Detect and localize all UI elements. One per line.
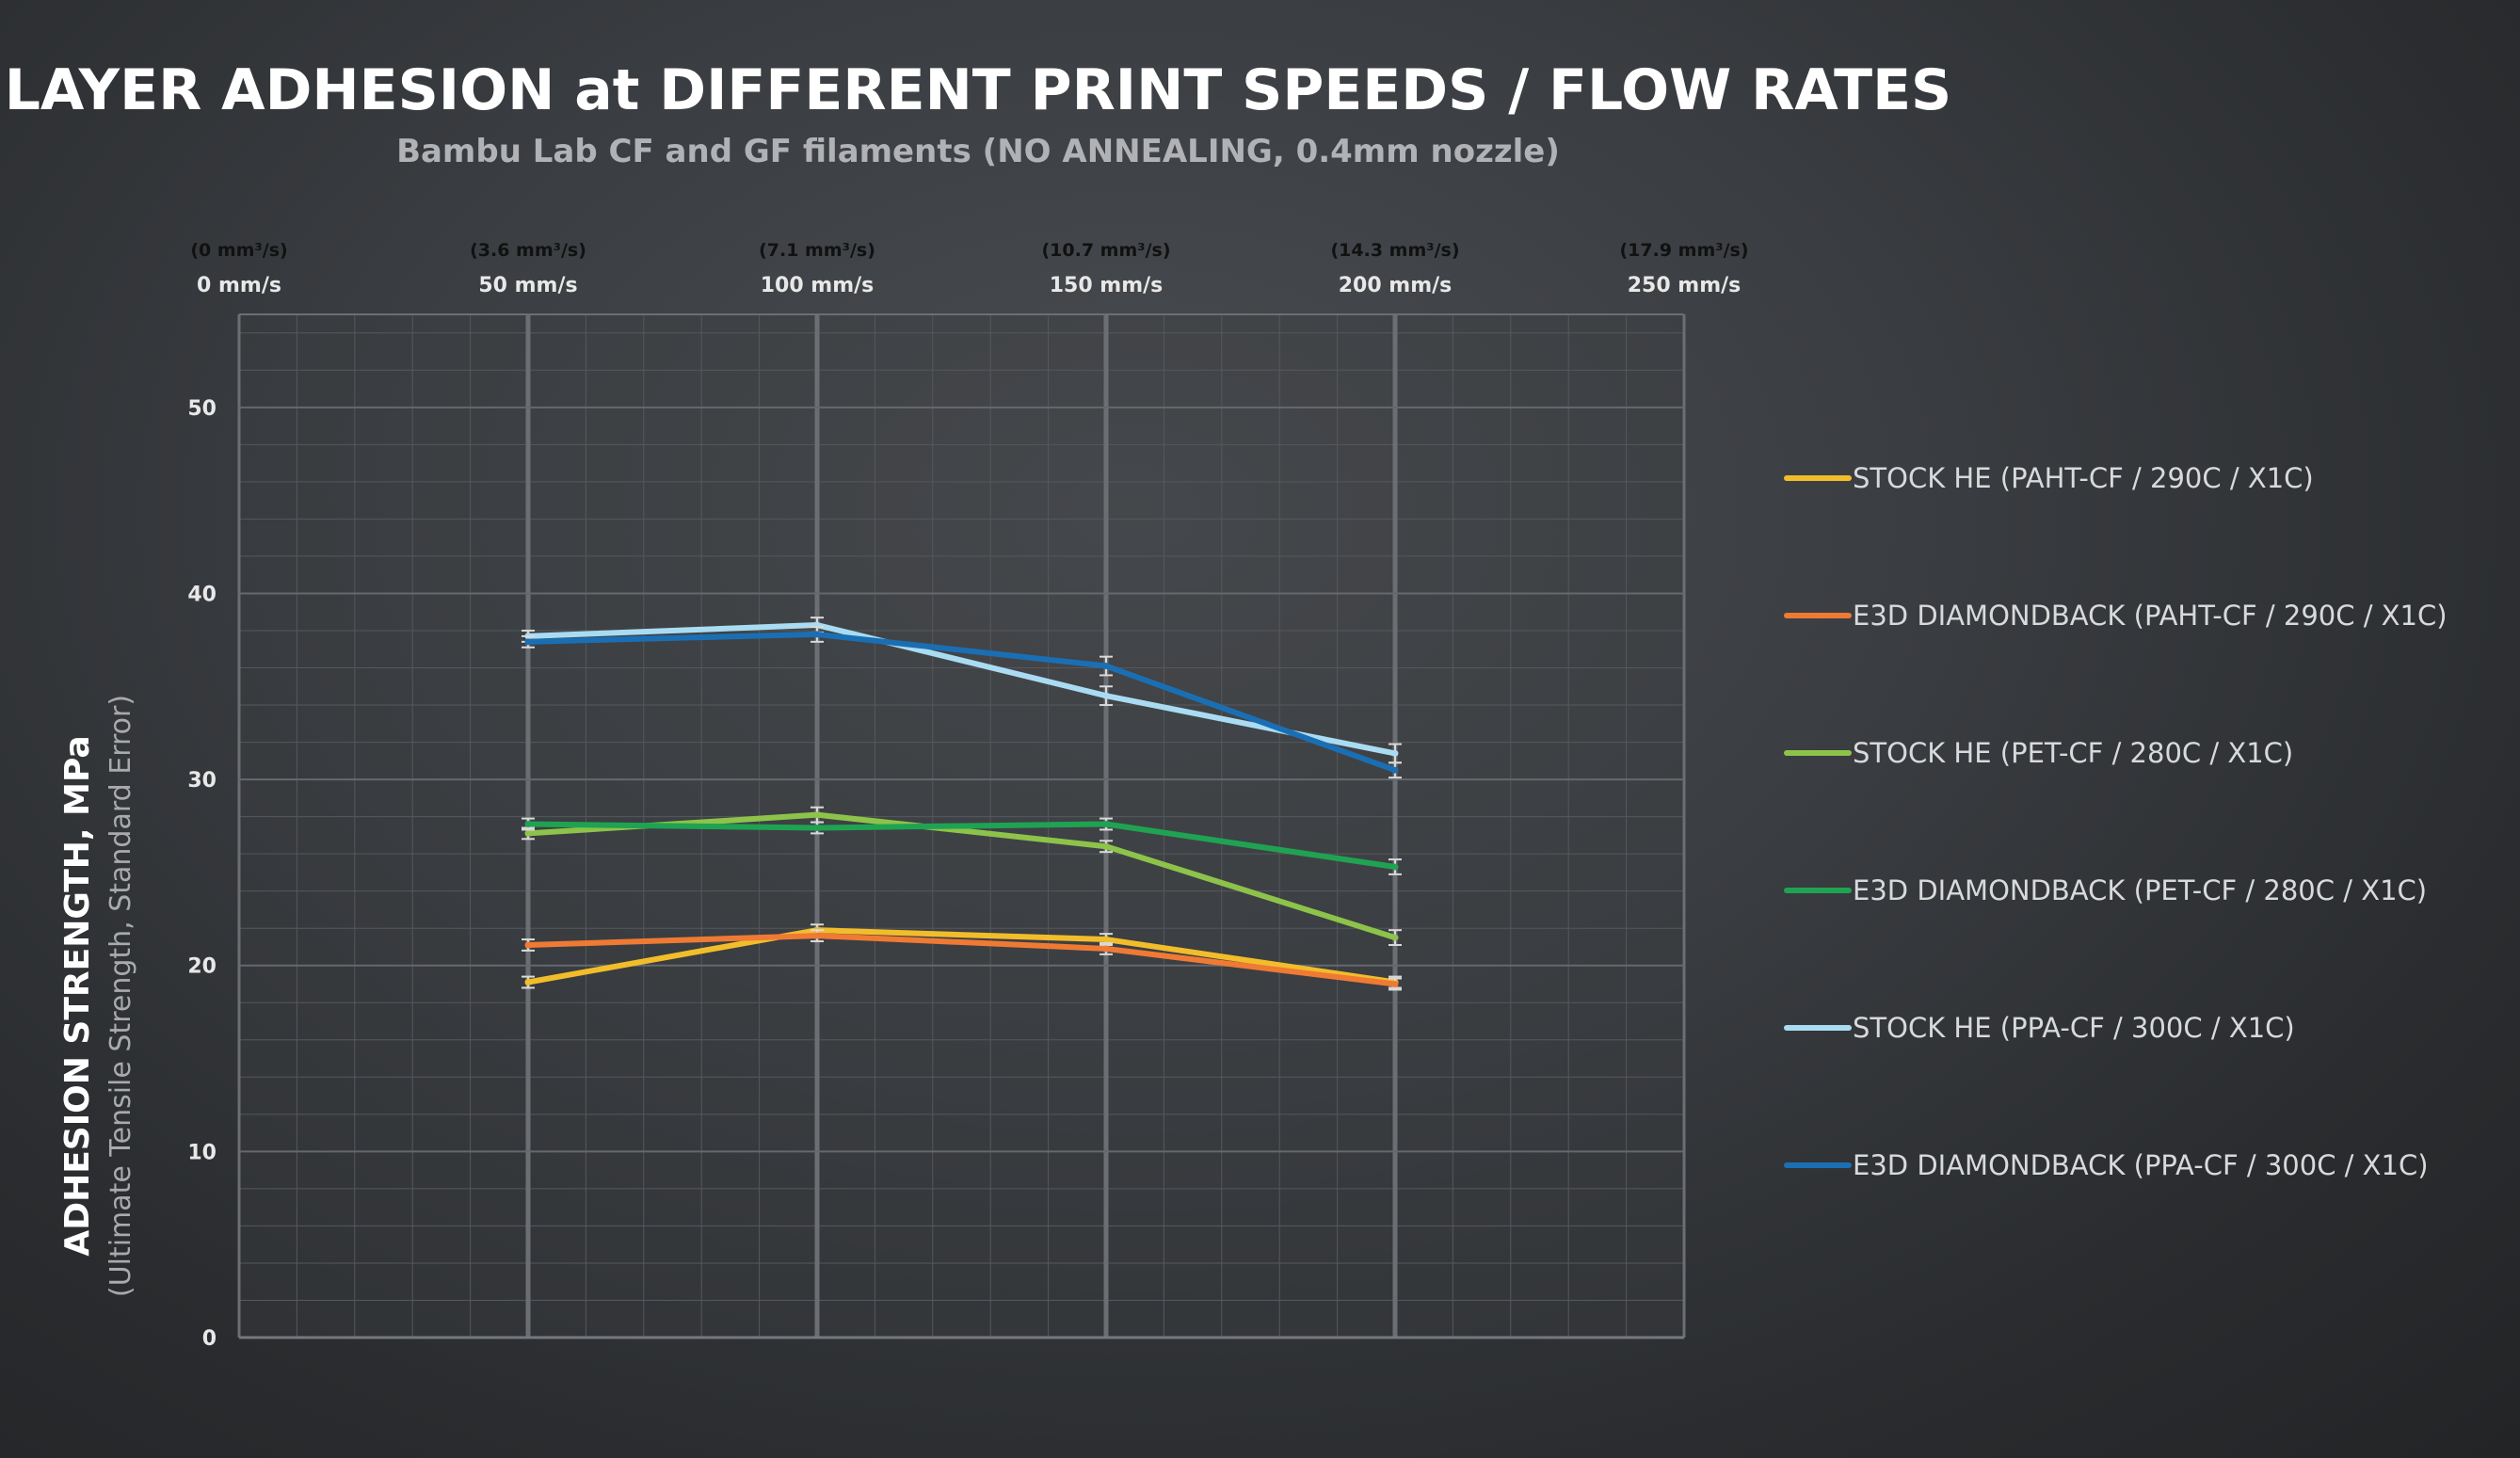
y-tick-label: 50 xyxy=(187,397,217,421)
flow-rate-label: (7.1 mm³/s) xyxy=(759,240,875,261)
legend-item: E3D DIAMONDBACK (PAHT-CF / 290C / X1C) xyxy=(1784,600,2448,632)
series-line xyxy=(525,927,1398,985)
x-tick-label: 50 mm/s xyxy=(478,274,577,297)
series-4 xyxy=(522,817,1402,875)
x-tick-label: 100 mm/s xyxy=(761,274,875,297)
x-tick-label: 150 mm/s xyxy=(1050,274,1164,297)
legend-item: STOCK HE (PAHT-CF / 290C / X1C) xyxy=(1784,462,2314,494)
series-2 xyxy=(522,929,1402,991)
data-point xyxy=(813,824,821,831)
y-axis-subtitle: (Ultimate Tensile Strength, Standard Err… xyxy=(104,695,137,1297)
data-point xyxy=(1102,663,1110,670)
series-line xyxy=(525,631,1398,774)
series-line xyxy=(525,622,1398,757)
legend-item: STOCK HE (PET-CF / 280C / X1C) xyxy=(1784,737,2293,769)
data-point xyxy=(1391,749,1399,757)
y-axis-title: ADHESION STRENGTH, MPa xyxy=(58,735,97,1256)
data-point xyxy=(524,941,532,949)
data-point xyxy=(524,821,532,828)
chart-subtitle: Bambu Lab CF and GF filaments (NO ANNEAL… xyxy=(396,133,1560,170)
y-axis-ticks: 0 10 20 30 40 50 xyxy=(187,397,217,1351)
y-tick-label: 40 xyxy=(187,583,217,606)
y-axis-label: ADHESION STRENGTH, MPa xyxy=(58,735,97,1256)
y-tick-label: 20 xyxy=(187,955,217,979)
data-point xyxy=(1102,945,1110,953)
legend-label: STOCK HE (PPA-CF / 300C / X1C) xyxy=(1853,1012,2295,1044)
series-line xyxy=(525,933,1398,987)
y-tick-label: 0 xyxy=(202,1327,217,1351)
x-tick-label: 0 mm/s xyxy=(197,274,281,297)
legend-item: STOCK HE (PPA-CF / 300C / X1C) xyxy=(1784,1012,2295,1044)
data-point xyxy=(1102,936,1110,943)
y-tick-label: 10 xyxy=(187,1141,217,1164)
flow-rate-label: (0 mm³/s) xyxy=(190,240,287,261)
data-point xyxy=(1391,863,1399,871)
legend-item: E3D DIAMONDBACK (PET-CF / 280C / X1C) xyxy=(1784,874,2427,906)
data-point xyxy=(813,932,821,939)
data-point xyxy=(1102,821,1110,828)
flow-rate-label: (14.3 mm³/s) xyxy=(1330,240,1459,261)
series-layer xyxy=(522,617,1402,991)
y-axis-sublabel: (Ultimate Tensile Strength, Standard Err… xyxy=(104,695,137,1297)
x-tick-label: 250 mm/s xyxy=(1628,274,1742,297)
series-1 xyxy=(522,923,1402,989)
legend-label: E3D DIAMONDBACK (PAHT-CF / 290C / X1C) xyxy=(1853,600,2448,632)
legend-label: STOCK HE (PET-CF / 280C / X1C) xyxy=(1853,737,2293,769)
data-point xyxy=(1391,766,1399,774)
series-5 xyxy=(522,617,1402,764)
data-point xyxy=(1102,692,1110,699)
chart-title: LAYER ADHESION at DIFFERENT PRINT SPEEDS… xyxy=(5,57,1952,123)
data-point xyxy=(813,631,821,638)
y-tick-label: 30 xyxy=(187,769,217,793)
series-6 xyxy=(522,626,1402,779)
x-tick-label: 200 mm/s xyxy=(1339,274,1453,297)
data-point xyxy=(1102,842,1110,850)
data-point xyxy=(1391,934,1399,941)
flow-rate-label: (10.7 mm³/s) xyxy=(1041,240,1170,261)
data-point xyxy=(1391,980,1399,987)
flow-rate-label: (17.9 mm³/s) xyxy=(1619,240,1748,261)
legend-label: STOCK HE (PAHT-CF / 290C / X1C) xyxy=(1853,462,2314,494)
data-point xyxy=(524,979,532,986)
series-line xyxy=(525,821,1398,870)
x-axis-ticks: 0 mm/s (0 mm³/s) 50 mm/s (3.6 mm³/s) 100 mm/… xyxy=(190,240,1748,297)
legend: STOCK HE (PAHT-CF / 290C / X1C) E3D DIAMO… xyxy=(1784,462,2448,1181)
legend-item: E3D DIAMONDBACK (PPA-CF / 300C / X1C) xyxy=(1784,1149,2429,1181)
legend-label: E3D DIAMONDBACK (PPA-CF / 300C / X1C) xyxy=(1853,1149,2429,1181)
flow-rate-label: (3.6 mm³/s) xyxy=(470,240,586,261)
data-point xyxy=(524,829,532,837)
legend-label: E3D DIAMONDBACK (PET-CF / 280C / X1C) xyxy=(1853,874,2427,906)
data-point xyxy=(813,811,821,819)
data-point xyxy=(524,638,532,646)
